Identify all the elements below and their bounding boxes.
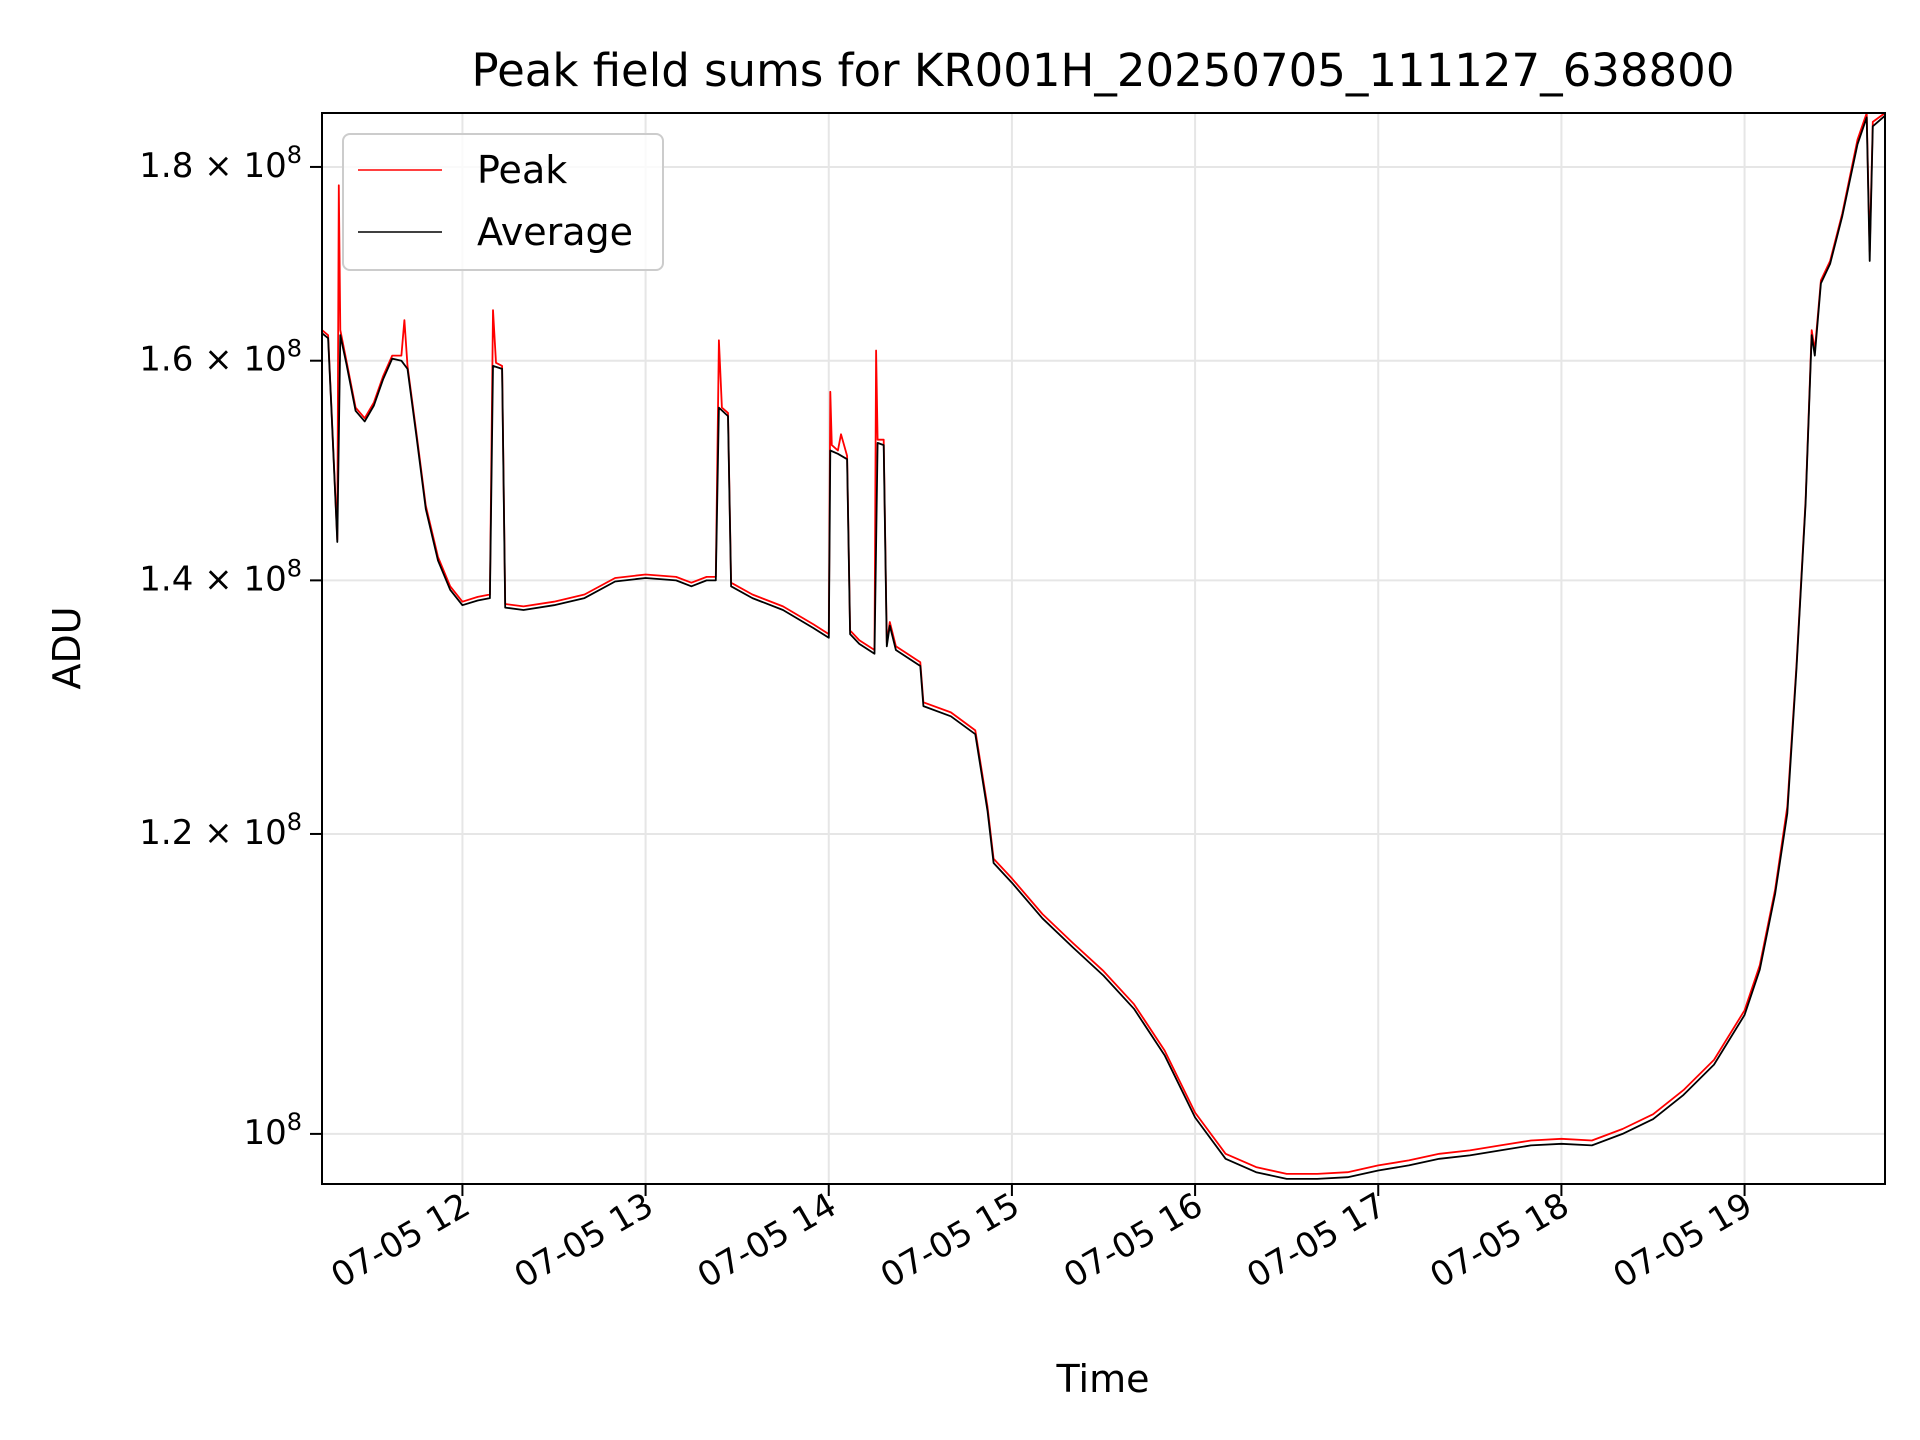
legend: Peak Average [342, 133, 664, 271]
x-axis-label: Time [1056, 1357, 1150, 1401]
y-tick-label: 108 [243, 1108, 302, 1153]
legend-box [342, 133, 664, 271]
plot-frame [321, 112, 1886, 1185]
y-tick-label: 1.2 × 108 [139, 808, 302, 853]
y-tick-label: 1.8 × 108 [139, 141, 302, 186]
chart-title: Peak field sums for KR001H_20250705_1111… [472, 44, 1735, 97]
legend-label-average: Average [477, 210, 633, 254]
y-axis-ticks: 108 1.2 × 108 1.4 × 108 1.6 × 108 1.8 × 108 [139, 141, 322, 1153]
series-line-average [321, 115, 1886, 1180]
series-lines [321, 112, 1886, 1180]
legend-label-peak: Peak [477, 148, 567, 192]
gridlines [322, 113, 1885, 1184]
y-axis-label: ADU [45, 606, 89, 689]
y-tick-label: 1.4 × 108 [139, 554, 302, 599]
y-tick-label: 1.6 × 108 [139, 335, 302, 380]
